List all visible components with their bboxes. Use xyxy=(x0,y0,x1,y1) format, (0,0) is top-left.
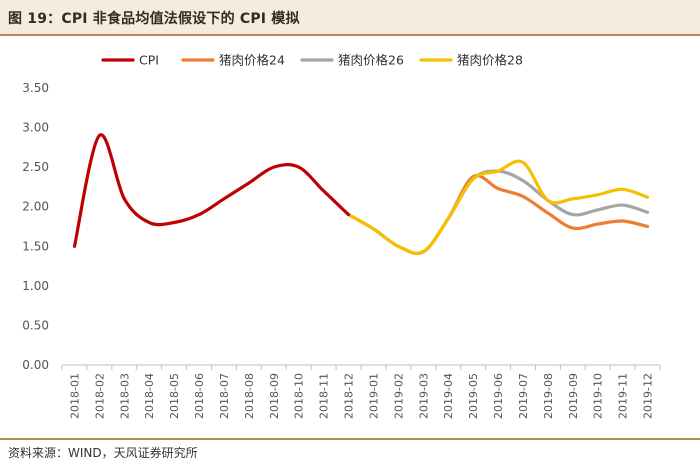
x-tick-label: 2019-10 xyxy=(592,373,605,419)
line-chart: 0.00 0.50 1.00 1.50 2.00 2.50 3.00 3.50 2018-01 2… xyxy=(22,53,661,419)
series-line-pork-2 xyxy=(346,169,650,256)
y-tick-label: 2.00 xyxy=(22,200,49,214)
x-tick-label: 2018-01 xyxy=(68,373,81,419)
x-tick-label: 2018-12 xyxy=(343,373,356,419)
x-tick-label: 2019-09 xyxy=(567,373,580,419)
x-tick-label: 2019-05 xyxy=(467,373,480,419)
y-tick-label: 3.50 xyxy=(22,81,49,95)
x-tick-label: 2018-07 xyxy=(218,373,231,419)
y-tick-label: 3.00 xyxy=(22,121,49,135)
x-tick-label: 2018-02 xyxy=(93,373,106,419)
x-tick-label: 2018-06 xyxy=(193,373,206,419)
title-divider xyxy=(0,34,700,36)
y-tick-label: 0.00 xyxy=(22,358,49,372)
y-tick-label: 1.00 xyxy=(22,279,49,293)
y-tick-label: 2.50 xyxy=(22,160,49,174)
x-tick-label: 2019-04 xyxy=(442,373,455,419)
x-tick-label: 2018-03 xyxy=(118,373,131,419)
y-tick-label: 1.50 xyxy=(22,239,49,253)
footer-divider xyxy=(0,438,700,440)
x-tick-label: 2018-05 xyxy=(168,373,181,419)
x-tick-label: 2019-06 xyxy=(492,373,505,419)
x-tick-label: 2018-10 xyxy=(293,373,306,419)
x-tick-label: 2019-01 xyxy=(367,373,380,419)
title-bar: 图 19：CPI 非食品均值法假设下的 CPI 模拟 xyxy=(0,0,700,34)
x-tick-label: 2019-07 xyxy=(517,373,530,419)
x-tick-label: 2019-02 xyxy=(392,373,405,419)
legend-label: 猪肉价格26 xyxy=(338,53,404,68)
series-line-pork-3 xyxy=(346,159,650,256)
x-tick-label: 2018-08 xyxy=(243,373,256,419)
legend-label: 猪肉价格28 xyxy=(457,53,523,68)
chart-title: 图 19：CPI 非食品均值法假设下的 CPI 模拟 xyxy=(8,11,300,27)
x-tick-label: 2018-04 xyxy=(143,373,156,419)
x-tick-label: 2018-09 xyxy=(268,373,281,419)
x-tick-label: 2019-03 xyxy=(417,373,430,419)
x-tick-label: 2019-11 xyxy=(617,373,630,419)
legend-label: 猪肉价格24 xyxy=(219,53,285,68)
y-tick-label: 0.50 xyxy=(22,318,49,332)
source-note: 资料来源：WIND，天风证券研究所 xyxy=(8,446,198,460)
x-tick-label: 2019-08 xyxy=(542,373,555,419)
series-line-cpi xyxy=(72,133,351,248)
x-tick-label: 2019-12 xyxy=(642,373,655,419)
x-tick-label: 2018-11 xyxy=(318,373,331,419)
legend-label: CPI xyxy=(139,53,159,68)
